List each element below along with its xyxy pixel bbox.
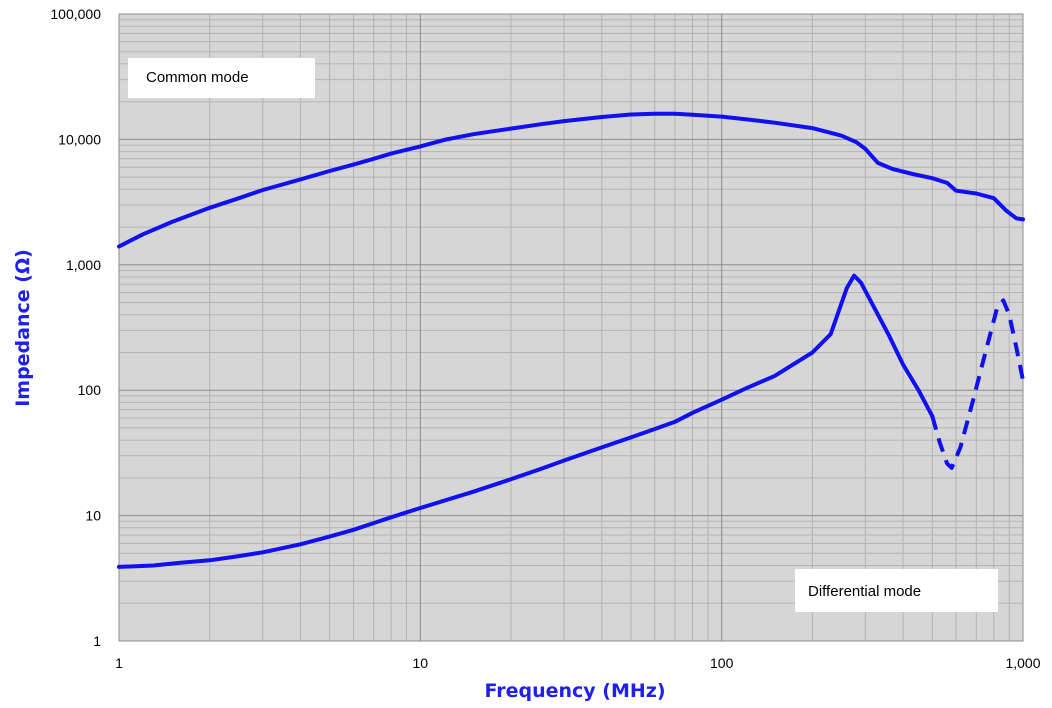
y-tick-labels: 1 10 100 1,000 10,000 100,000	[50, 6, 101, 649]
series-layer	[117, 111, 1025, 569]
minor-gridlines	[119, 14, 1023, 641]
x-tick-label: 1,000	[1005, 655, 1040, 671]
common-mode-label-text: Common mode	[146, 69, 249, 86]
differential-mode-label: Differential mode	[795, 569, 998, 612]
y-tick-label: 1	[93, 633, 101, 649]
x-tick-label: 10	[413, 655, 429, 671]
x-tick-labels: 1 10 100 1,000	[115, 655, 1041, 671]
y-tick-label: 10,000	[58, 131, 101, 147]
common-mode-label-box	[128, 58, 315, 98]
y-tick-label: 1,000	[66, 257, 101, 273]
plot-border	[118, 13, 1024, 642]
differential-mode-label-box	[795, 569, 998, 612]
series-line	[117, 273, 935, 569]
x-axis-title: Frequency (MHz)	[484, 680, 665, 702]
y-tick-label: 10	[85, 508, 101, 524]
y-tick-label: 100,000	[50, 6, 101, 22]
plot-area	[119, 14, 1023, 641]
y-tick-label: 100	[78, 382, 102, 398]
differential-mode-label-text: Differential mode	[808, 583, 921, 600]
series-line	[117, 111, 1025, 249]
y-axis-title: Impedance (Ω)	[12, 249, 34, 407]
x-tick-label: 1	[115, 655, 123, 671]
x-tick-label: 100	[710, 655, 734, 671]
series-line	[930, 298, 1025, 470]
common-mode-label: Common mode	[128, 58, 315, 98]
